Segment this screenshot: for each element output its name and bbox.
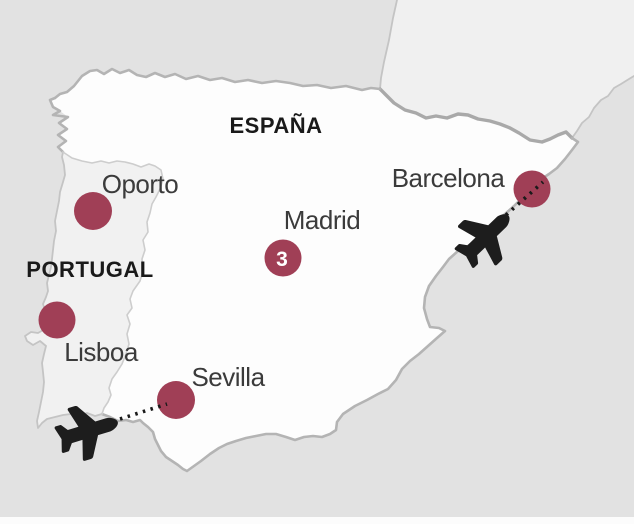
country-label-portugal: PORTUGAL	[26, 257, 153, 282]
airplane-icon	[454, 214, 510, 268]
city-marker-sevilla	[157, 381, 195, 419]
galicia-coastline	[48, 96, 70, 154]
spain-north-coastline	[53, 67, 382, 100]
city-marker-lisboa	[38, 301, 76, 339]
city-marker-oporto	[74, 192, 112, 230]
map-bottom-margin	[0, 517, 634, 524]
france-atlantic-coastline	[379, 0, 398, 90]
portugal-region	[25, 152, 163, 428]
spain-region	[25, 69, 578, 471]
portugal-coastline	[24, 151, 103, 429]
city-label-oporto: Oporto	[102, 169, 179, 199]
france-mediterranean-coastline	[571, 75, 634, 139]
france-region	[380, 0, 634, 142]
airplane-icon	[54, 406, 118, 461]
portugal-spain-border	[62, 151, 164, 415]
madrid-stop-count-badge: 3	[276, 248, 288, 271]
flight-route-barcelona	[504, 180, 545, 217]
city-marker-madrid	[264, 239, 302, 277]
city-label-barcelona: Barcelona	[392, 163, 506, 193]
flight-route-sevilla	[119, 402, 168, 421]
city-label-madrid: Madrid	[284, 205, 360, 235]
city-marker-barcelona	[513, 170, 551, 208]
country-label-espana: ESPAÑA	[229, 113, 322, 138]
city-label-lisboa: Lisboa	[64, 337, 139, 367]
city-label-sevilla: Sevilla	[191, 362, 265, 392]
pyrenees-border	[378, 87, 574, 144]
